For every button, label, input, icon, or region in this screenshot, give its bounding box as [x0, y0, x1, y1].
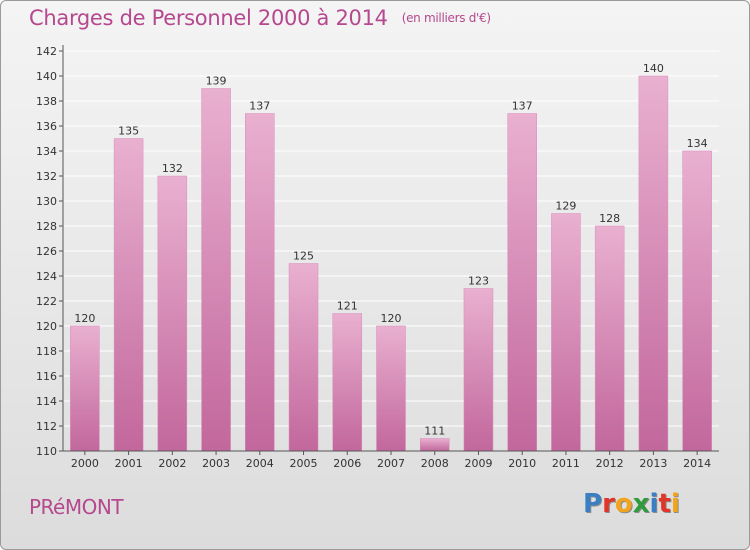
bar-value-label: 135 — [118, 125, 139, 138]
x-tick-label: 2009 — [464, 457, 492, 470]
y-tick-label: 110 — [36, 445, 57, 458]
y-tick-label: 132 — [36, 170, 57, 183]
bar-value-label: 120 — [381, 312, 402, 325]
bar — [507, 113, 537, 452]
chart-title-text: Charges de Personnel 2000 à 2014 — [29, 6, 388, 30]
logo-letter: i — [670, 489, 680, 519]
bar-value-label: 139 — [206, 75, 227, 88]
bar-value-label: 129 — [555, 200, 576, 213]
x-tick-label: 2001 — [115, 457, 143, 470]
bar-value-label: 140 — [643, 62, 664, 75]
x-tick-label: 2000 — [71, 457, 99, 470]
y-tick-label: 140 — [36, 70, 57, 83]
bar-value-label: 120 — [74, 312, 95, 325]
x-tick-label: 2006 — [333, 457, 361, 470]
bar — [245, 113, 275, 452]
y-tick-label: 142 — [36, 45, 57, 58]
x-tick-label: 2010 — [508, 457, 536, 470]
chart-title: Charges de Personnel 2000 à 2014 (en mill… — [29, 6, 491, 30]
y-tick-label: 120 — [36, 320, 57, 333]
axes — [59, 45, 719, 455]
logo-letter: o — [614, 489, 633, 519]
proxiti-logo: Proxiti — [583, 489, 680, 519]
y-tick-label: 130 — [36, 195, 57, 208]
logo-letter: t — [658, 489, 671, 519]
bar-value-label: 121 — [337, 300, 358, 313]
y-tick-label: 124 — [36, 270, 57, 283]
place-name: PRéMONT — [29, 495, 124, 519]
bars — [70, 75, 712, 452]
x-tick-label: 2004 — [246, 457, 274, 470]
bar — [376, 325, 406, 452]
x-tick-label: 2005 — [290, 457, 318, 470]
bar — [594, 225, 625, 452]
bar-value-label: 134 — [687, 137, 708, 150]
logo-letter: x — [632, 489, 650, 519]
y-tick-label: 112 — [36, 420, 57, 433]
x-tick-label: 2013 — [639, 457, 667, 470]
logo-letter: i — [649, 489, 659, 519]
bar-value-label: 137 — [249, 100, 270, 113]
bar — [551, 213, 581, 452]
bar-value-label: 111 — [424, 425, 445, 438]
x-tick-label: 2007 — [377, 457, 405, 470]
y-tick-label: 122 — [36, 295, 57, 308]
x-tick-label: 2003 — [202, 457, 230, 470]
x-tick-label: 2008 — [421, 457, 449, 470]
y-tick-label: 138 — [36, 95, 57, 108]
bar-value-label: 137 — [512, 100, 533, 113]
y-tick-label: 128 — [36, 220, 57, 233]
bar-value-label: 123 — [468, 275, 489, 288]
bar-value-label: 125 — [293, 250, 314, 263]
logo-letter: P — [583, 489, 603, 519]
y-tick-label: 114 — [36, 395, 57, 408]
y-tick-label: 126 — [36, 245, 57, 258]
x-tick-label: 2011 — [552, 457, 580, 470]
bar — [463, 288, 494, 452]
bar — [201, 88, 231, 452]
x-tick-label: 2002 — [158, 457, 186, 470]
bar-value-label: 128 — [599, 212, 620, 225]
y-tick-label: 134 — [36, 145, 57, 158]
bar — [288, 263, 319, 452]
bar — [419, 438, 450, 452]
y-tick-label: 136 — [36, 120, 57, 133]
bar — [682, 150, 712, 452]
chart-subtitle: (en milliers d'€) — [401, 11, 491, 25]
y-tick-label: 118 — [36, 345, 57, 358]
x-tick-label: 2014 — [683, 457, 711, 470]
labels: 110 112 114 116 118 120 122 124 126 128 130 132 134 1… — [36, 45, 711, 470]
bar-value-label: 132 — [162, 162, 183, 175]
x-tick-label: 2012 — [596, 457, 624, 470]
bar — [113, 138, 144, 452]
bar — [332, 313, 363, 452]
bar — [638, 75, 669, 452]
logo-letter: r — [602, 489, 615, 519]
y-tick-label: 116 — [36, 370, 57, 383]
bar — [70, 325, 100, 452]
bar — [157, 175, 188, 452]
